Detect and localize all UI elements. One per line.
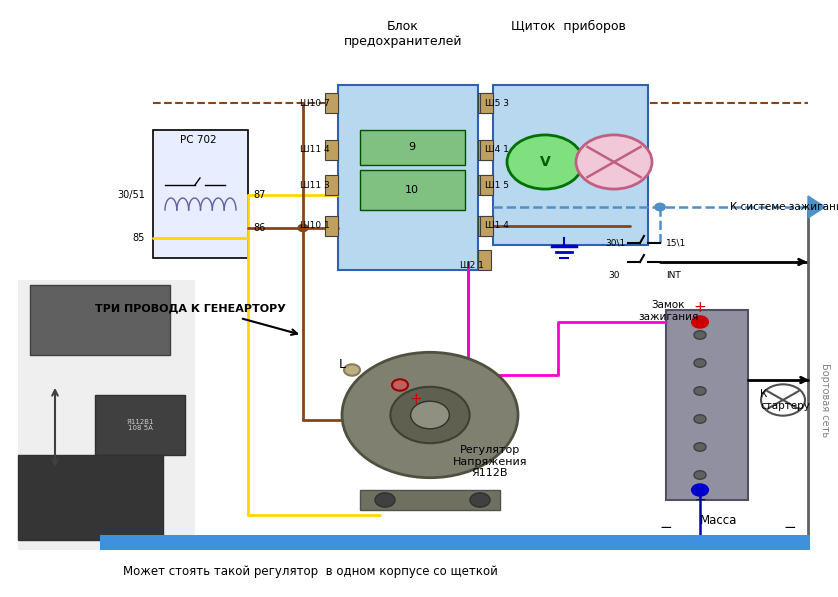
Bar (325, 140, 338, 160)
Bar (493, 85, 648, 245)
Text: +: + (410, 392, 422, 408)
Text: Бортовая сеть: Бортовая сеть (820, 363, 830, 437)
Bar (480, 140, 493, 160)
Bar (478, 216, 491, 236)
Text: 86: 86 (253, 223, 266, 233)
Text: Ш11 3: Ш11 3 (300, 180, 330, 189)
Text: Ш1 4: Ш1 4 (485, 221, 509, 230)
Bar (153, 130, 248, 258)
Text: Ш10 1: Ш10 1 (300, 221, 330, 230)
Circle shape (694, 415, 706, 423)
Text: Ш11 4: Ш11 4 (300, 146, 330, 155)
Bar (478, 250, 491, 270)
Circle shape (655, 204, 665, 211)
Text: Ш4 1: Ш4 1 (485, 146, 509, 155)
Circle shape (298, 224, 308, 232)
Text: 10: 10 (405, 185, 419, 195)
Bar (18, 280, 195, 550)
Text: −: − (694, 493, 706, 507)
Text: Может стоять такой регулятор  в одном корпусе со щеткой: Может стоять такой регулятор в одном кор… (122, 565, 498, 578)
Bar (480, 216, 493, 236)
Circle shape (507, 135, 583, 189)
Circle shape (576, 135, 652, 189)
Text: −: − (784, 521, 796, 536)
Circle shape (375, 493, 395, 507)
Text: 30/51: 30/51 (117, 190, 145, 200)
Circle shape (761, 384, 805, 416)
Bar (18, 455, 163, 540)
Circle shape (342, 352, 518, 478)
Circle shape (411, 401, 449, 429)
Bar (478, 140, 491, 160)
Bar (325, 93, 338, 113)
Bar (325, 216, 338, 236)
Bar (478, 93, 491, 113)
Circle shape (692, 484, 708, 496)
Circle shape (391, 387, 469, 443)
Circle shape (692, 316, 708, 328)
Text: 30\1: 30\1 (606, 238, 626, 248)
Text: +: + (694, 300, 706, 315)
Text: L: L (339, 359, 345, 371)
Bar (95, 395, 185, 455)
Circle shape (655, 204, 665, 211)
Bar (325, 175, 338, 195)
Text: V: V (540, 155, 551, 169)
Text: −: − (660, 521, 672, 536)
Circle shape (470, 493, 490, 507)
Bar (360, 130, 465, 165)
Circle shape (392, 379, 408, 390)
Text: 9: 9 (408, 142, 416, 152)
Text: РС 702: РС 702 (179, 135, 216, 145)
Polygon shape (360, 490, 500, 510)
Circle shape (694, 387, 706, 395)
Text: ТРИ ПРОВОДА К ГЕНЕАРТОРУ: ТРИ ПРОВОДА К ГЕНЕАРТОРУ (95, 303, 286, 313)
Circle shape (344, 364, 360, 376)
Text: Ш1 5: Ш1 5 (485, 180, 509, 189)
Text: Я112В1
108 5А: Я112В1 108 5А (127, 418, 153, 432)
Bar (100, 535, 810, 550)
Text: Замок
зажигания: Замок зажигания (638, 300, 698, 322)
Text: Ш5 3: Ш5 3 (485, 99, 509, 107)
Text: К
стартеру: К стартеру (760, 389, 810, 411)
Text: 85: 85 (132, 233, 145, 243)
Text: Регулятор
Напряжения
Я112В: Регулятор Напряжения Я112В (453, 445, 527, 478)
Bar (480, 93, 493, 113)
Circle shape (694, 359, 706, 367)
Text: Ш2 1: Ш2 1 (460, 260, 484, 269)
Bar (480, 175, 493, 195)
Bar (666, 310, 748, 500)
Bar (338, 85, 478, 270)
Text: 30: 30 (608, 270, 620, 279)
Bar (478, 175, 491, 195)
Text: 87: 87 (253, 190, 266, 200)
Bar (360, 170, 465, 210)
Text: К системе зажигания: К системе зажигания (730, 202, 838, 212)
Bar (30, 285, 170, 355)
Text: Щиток  приборов: Щиток приборов (510, 20, 625, 33)
Circle shape (694, 470, 706, 479)
Circle shape (694, 331, 706, 339)
Text: 15\1: 15\1 (666, 238, 686, 248)
Polygon shape (808, 196, 825, 218)
Text: Ш10 7: Ш10 7 (300, 99, 330, 107)
Text: Масса: Масса (700, 513, 737, 527)
Text: INT: INT (666, 270, 680, 279)
Circle shape (694, 443, 706, 451)
Text: Блок
предохранителей: Блок предохранителей (344, 20, 463, 48)
